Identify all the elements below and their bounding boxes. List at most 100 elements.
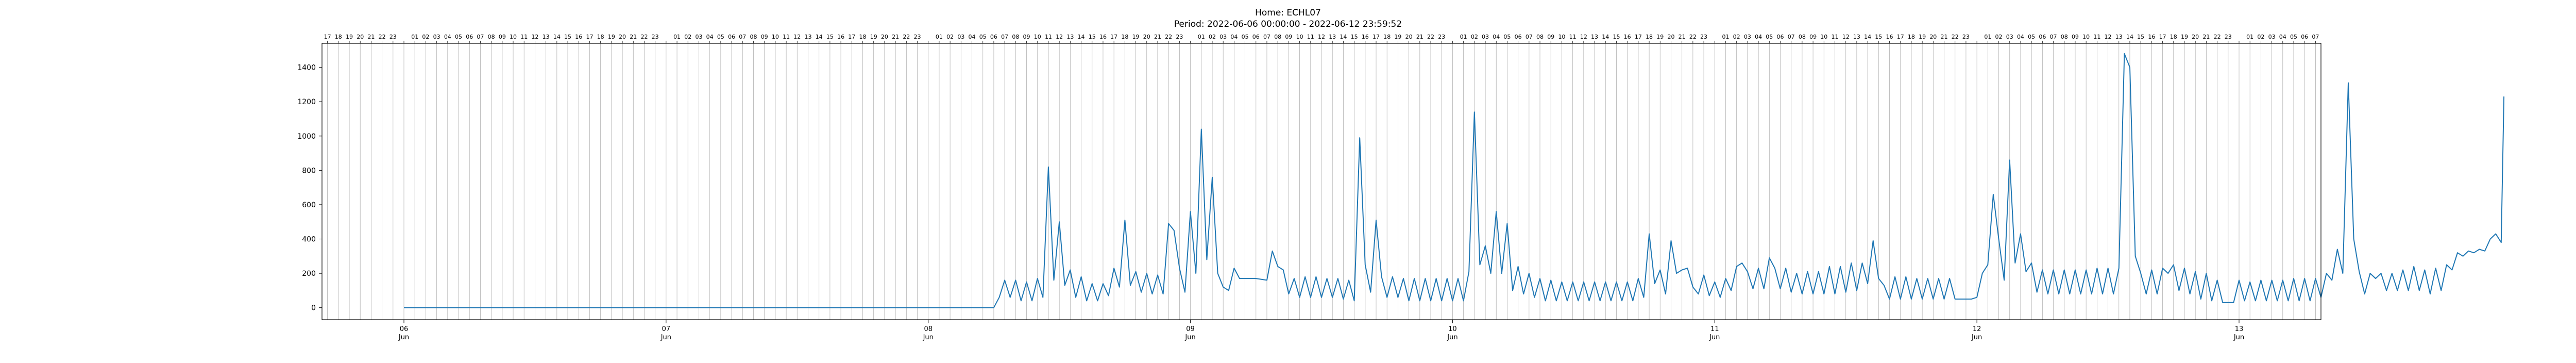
- top-hour-label: 07: [1263, 34, 1270, 40]
- top-hour-label: 16: [837, 34, 844, 40]
- top-hour-label: 05: [2290, 34, 2297, 40]
- top-hour-label: 22: [379, 34, 386, 40]
- top-hour-label: 13: [1066, 34, 1074, 40]
- top-hour-label: 18: [859, 34, 867, 40]
- top-hour-label: 13: [543, 34, 550, 40]
- top-hour-label: 22: [1952, 34, 1959, 40]
- top-hour-label: 09: [1547, 34, 1554, 40]
- series-line-0: [404, 53, 2505, 308]
- top-hour-label: 14: [553, 34, 561, 40]
- top-hour-label: 03: [2268, 34, 2276, 40]
- top-hour-label: 01: [1722, 34, 1729, 40]
- top-hour-label: 13: [2115, 34, 2123, 40]
- top-hour-label: 17: [1372, 34, 1380, 40]
- top-hour-label: 02: [1995, 34, 2003, 40]
- x-tick-day-label: 13: [2235, 325, 2244, 333]
- x-tick-day-label: 08: [924, 325, 933, 333]
- top-hour-label: 10: [1558, 34, 1565, 40]
- x-tick-day-label: 12: [1973, 325, 1981, 333]
- y-tick-label: 400: [302, 236, 316, 244]
- top-hour-label: 20: [1667, 34, 1674, 40]
- top-hour-label: 14: [1340, 34, 1347, 40]
- top-hour-label: 05: [1503, 34, 1511, 40]
- y-axis: 0 200 400 600 800 1000 1200 1400: [297, 64, 322, 312]
- chart-title: Home: ECHL07 Period: 2022-06-06 00:00:00…: [1174, 8, 1402, 29]
- top-hour-label: 15: [564, 34, 571, 40]
- top-hour-label: 06: [728, 34, 735, 40]
- top-hour-label: 06: [2301, 34, 2308, 40]
- top-hour-label: 02: [1209, 34, 1216, 40]
- top-hour-label: 14: [1602, 34, 1609, 40]
- top-hour-label: 04: [444, 34, 451, 40]
- top-hour-label: 11: [1569, 34, 1577, 40]
- top-hour-label: 03: [1744, 34, 1751, 40]
- top-hour-label: 02: [684, 34, 691, 40]
- top-hour-label: 16: [1886, 34, 1893, 40]
- top-hour-label: 18: [2170, 34, 2177, 40]
- top-hour-label: 02: [1733, 34, 1740, 40]
- top-hour-label: 18: [1908, 34, 1915, 40]
- top-hour-label: 11: [520, 34, 528, 40]
- top-hour-label: 02: [1471, 34, 1478, 40]
- top-hour-label: 08: [1536, 34, 1544, 40]
- top-hour-axis: 17 18 19 20 21 22 23 01 02 03 04 05 06 07 08 09 10 11 12 13…: [324, 34, 2319, 43]
- top-hour-label: 23: [1700, 34, 1707, 40]
- top-hour-label: 21: [630, 34, 637, 40]
- top-hour-label: 04: [2279, 34, 2286, 40]
- top-hour-label: 17: [2159, 34, 2166, 40]
- top-hour-label: 09: [1809, 34, 1817, 40]
- top-hour-label: 08: [1274, 34, 1281, 40]
- top-hour-label: 12: [1056, 34, 1063, 40]
- top-hour-label: 01: [673, 34, 681, 40]
- top-hour-label: 11: [1307, 34, 1314, 40]
- top-hour-label: 20: [1143, 34, 1150, 40]
- top-hour-label: 09: [499, 34, 506, 40]
- top-hour-label: 01: [936, 34, 943, 40]
- top-hour-label: 09: [761, 34, 768, 40]
- top-hour-label: 08: [488, 34, 495, 40]
- top-hour-label: 15: [2137, 34, 2144, 40]
- x-tick-day-label: 10: [1448, 325, 1457, 333]
- top-hour-label: 23: [1962, 34, 1970, 40]
- top-hour-label: 02: [946, 34, 954, 40]
- top-hour-label: 03: [957, 34, 964, 40]
- top-hour-label: 13: [1853, 34, 1860, 40]
- top-hour-label: 17: [1897, 34, 1904, 40]
- top-hour-label: 05: [717, 34, 724, 40]
- top-hour-label: 21: [1941, 34, 1948, 40]
- top-hour-label: 14: [2126, 34, 2133, 40]
- top-hour-label: 01: [1460, 34, 1467, 40]
- top-hour-label: 23: [1176, 34, 1183, 40]
- y-tick-label: 200: [302, 270, 316, 278]
- top-hour-label: 13: [804, 34, 811, 40]
- top-hour-label: 03: [1482, 34, 1489, 40]
- top-hour-label: 15: [826, 34, 834, 40]
- top-hour-label: 10: [2082, 34, 2090, 40]
- top-hour-label: 12: [2105, 34, 2112, 40]
- x-tick-day-label: 09: [1186, 325, 1195, 333]
- top-hour-label: 21: [367, 34, 375, 40]
- top-hour-label: 11: [2093, 34, 2100, 40]
- top-hour-label: 19: [2181, 34, 2188, 40]
- top-hour-label: 01: [411, 34, 418, 40]
- top-hour-label: 04: [1493, 34, 1500, 40]
- top-hour-label: 16: [2148, 34, 2155, 40]
- top-hour-label: 12: [1318, 34, 1325, 40]
- top-hour-label: 21: [1154, 34, 1161, 40]
- top-hour-label: 22: [1165, 34, 1172, 40]
- top-hour-label: 19: [870, 34, 877, 40]
- top-hour-label: 05: [2028, 34, 2035, 40]
- top-hour-label: 14: [1864, 34, 1871, 40]
- top-hour-label: 09: [1285, 34, 1292, 40]
- top-hour-label: 07: [477, 34, 484, 40]
- top-hour-label: 07: [2050, 34, 2057, 40]
- top-hour-label: 23: [389, 34, 397, 40]
- top-hour-label: 07: [1788, 34, 1795, 40]
- top-hour-label: 12: [1580, 34, 1587, 40]
- x-tick-day-label: 06: [400, 325, 409, 333]
- top-hour-label: 17: [324, 34, 331, 40]
- hourly-gridlines: [327, 43, 2316, 320]
- plot-frame: [321, 43, 2321, 320]
